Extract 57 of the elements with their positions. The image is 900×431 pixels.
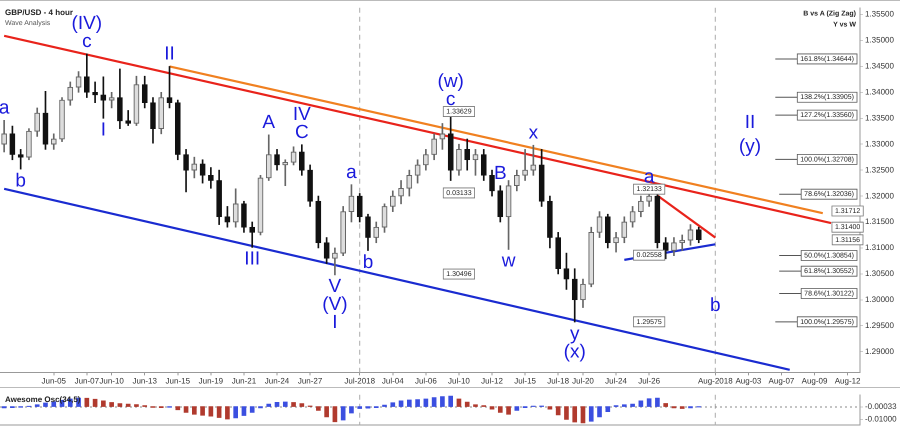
annotation: x [528,122,539,144]
x-tick-label: Aug-03 [735,376,762,386]
y-tick-label: 1.34500 [865,62,894,71]
annotation: a [346,162,358,183]
y-tick-label: -0.01000 [865,414,898,424]
x-tick-label: Jun-10 [99,376,124,386]
x-tick-label: Aug-07 [768,376,795,386]
x-tick-label: Jun-24 [264,376,290,386]
x-tick-label: Jun-05 [42,376,67,386]
y-tick-label: 1.35000 [865,36,894,45]
x-tick-label: Aug-09 [802,376,828,386]
annotation: w [500,250,516,272]
y-tick-label: 1.33000 [865,139,894,148]
x-tick-label: Jun-21 [232,376,257,386]
x-tick-label: Jun-15 [166,376,191,386]
x-tick-label: Jul-04 [382,376,404,386]
annotation: II [744,112,756,134]
x-tick-label: Jul-15 [514,376,537,386]
y-tick-label: 1.29000 [865,346,894,356]
y-tick-label: 1.31500 [865,217,894,226]
y-tick-label: 1.32500 [865,165,894,174]
annotation: b [710,295,721,316]
x-tick-label: Jun-13 [132,376,158,386]
y-tick-label: 1.30500 [865,269,894,278]
y-tick-label: 1.34000 [865,88,894,97]
annotation: II [164,44,175,65]
x-tick-label: Jul-10 [448,376,470,386]
y-tick-label: 1.32000 [865,191,894,200]
y-tick-label: 1.35500 [865,10,894,19]
annotation: b [15,170,26,192]
y-tick-label: 1.30000 [865,294,894,304]
y-tick-label: 1.31000 [865,243,894,252]
annotation: III [244,248,260,270]
x-tick-label: Jun-27 [298,376,323,386]
annotation: (y) [738,136,762,158]
annotation: I [100,120,106,141]
x-tick-label: Aug-2018 [698,376,734,386]
x-tick-label: Jun-19 [198,376,224,386]
annotation: y [570,323,580,344]
x-tick-label: Jul-24 [605,376,628,386]
x-tick-label: Jul-06 [414,376,438,386]
x-tick-label: Jul-26 [638,376,661,386]
x-tick-label: Jul-2018 [344,376,376,386]
x-tick-label: Jul-12 [481,376,504,386]
y-tick-label: 1.33500 [865,113,894,122]
x-tick-label: Jun-07 [74,376,100,386]
chart-title: Awesome Osc(34,5) [5,395,81,404]
chart-title: GBP/USD - 4 hour [5,8,74,18]
annotation: A [262,112,276,134]
annotation: B [494,162,507,184]
x-tick-label: Jul-20 [572,376,594,386]
annotation: a [0,98,10,119]
y-tick-label: -0.00033 [865,402,898,412]
x-tick-label: Jul-18 [547,376,570,386]
annotation: b [362,252,374,273]
y-tick-label: 1.29500 [865,320,894,330]
x-tick-label: Aug-12 [834,376,862,386]
